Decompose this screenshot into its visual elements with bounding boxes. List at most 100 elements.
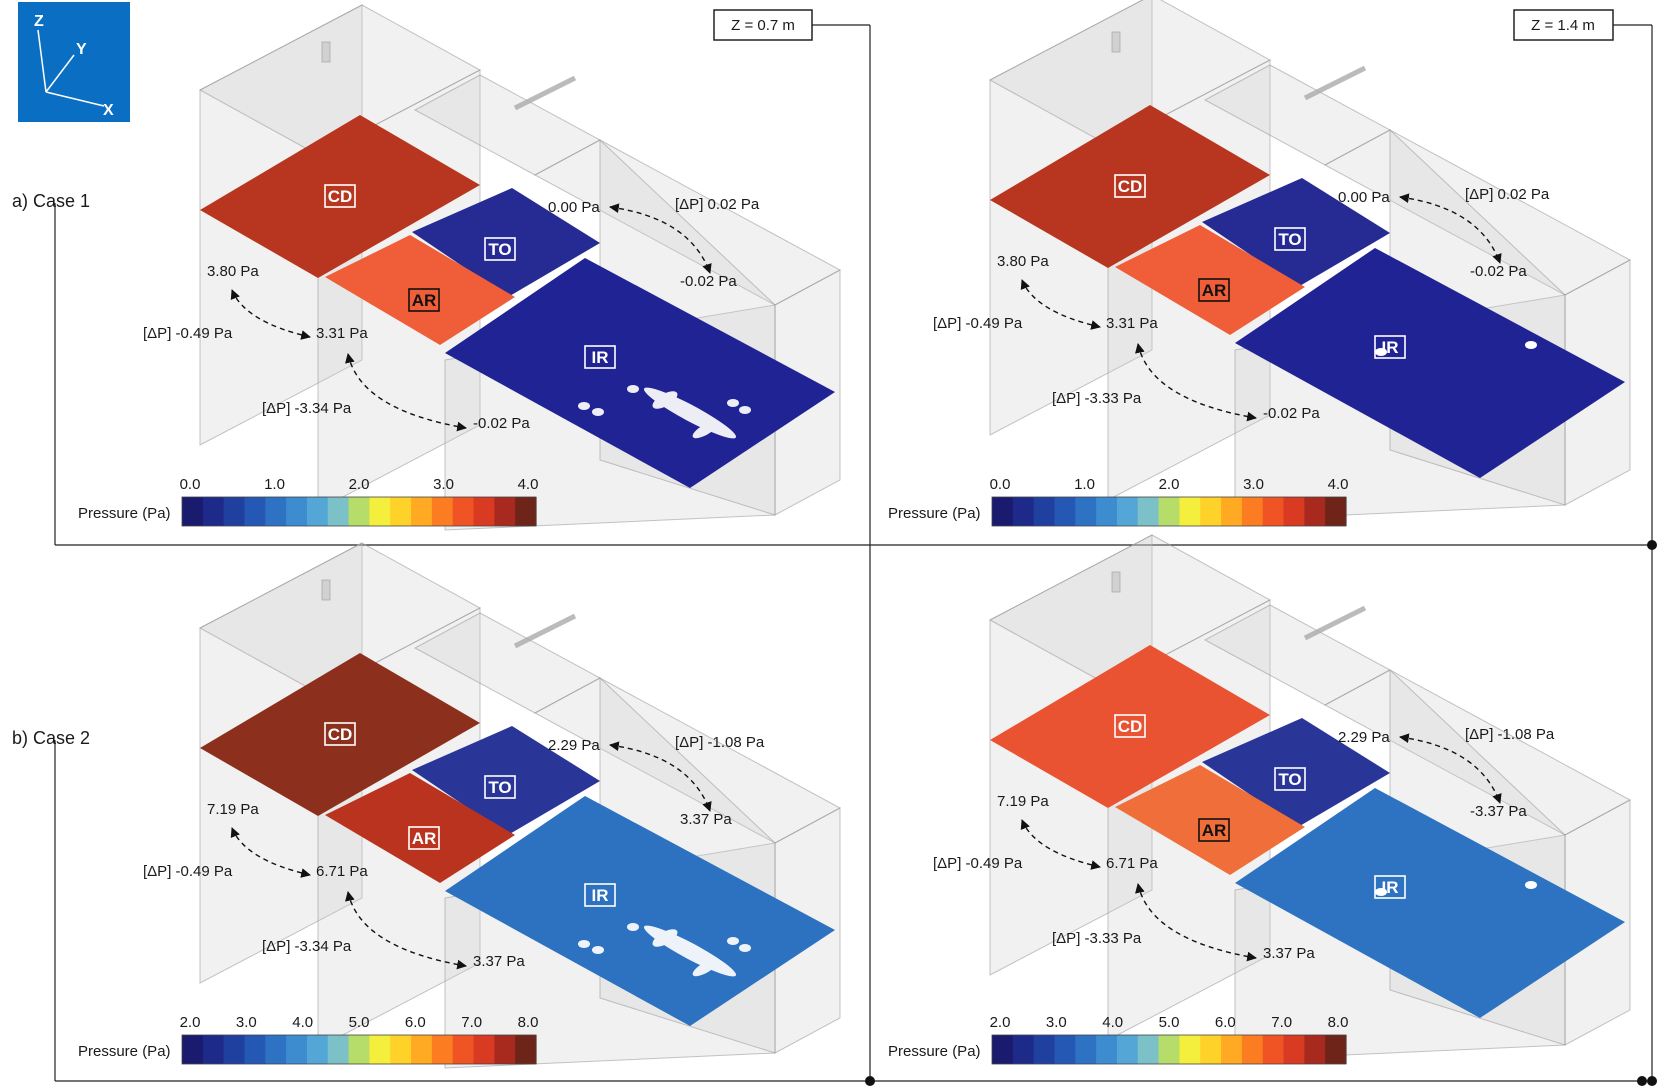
patient-silhouette [578, 923, 751, 977]
colorbar-swatch [244, 497, 266, 526]
pressure-label-ir-upper: -0.02 Pa [680, 273, 737, 290]
room-tag-ar: AR [408, 826, 440, 850]
room-tag-to: TO [1274, 767, 1306, 791]
colorbar-tick-label: 6.0 [1215, 1014, 1236, 1031]
room-tag-to: TO [484, 775, 516, 799]
colorbar: Pressure (Pa) 2.0 3.0 4.0 5.0 6.0 7.0 8.0 [78, 1014, 539, 1065]
colorbar-swatch [452, 497, 475, 526]
room-tag-ar: AR [1198, 818, 1230, 842]
pressure-label-ar: 3.31 Pa [316, 325, 368, 342]
delta-p-label: [ΔP] 0.02 Pa [675, 196, 760, 213]
colorbar-tick-label: 3.0 [236, 1014, 257, 1031]
colorbar-label: Pressure (Pa) [78, 505, 171, 522]
room-slice-ar [1115, 225, 1305, 335]
colorbar-tick-label: 4.0 [518, 476, 539, 493]
panel-case1-z0_7: CD TO AR IR 3.80 Pa 3.31 Pa 0.00 Pa -0.02 Pa -0.… [143, 4, 842, 531]
pressure-label-cd: 3.80 Pa [997, 253, 1049, 270]
pressure-label-cd: 3.80 Pa [207, 263, 259, 280]
z-tag: Z = 0.7 m [713, 9, 813, 41]
pressure-label-ir-lower: 3.37 Pa [1263, 945, 1315, 962]
colorbar-swatch [390, 497, 412, 526]
colorbar-swatch [1241, 497, 1264, 526]
panel-case2-z0_7: CD TO AR IR 7.19 Pa 6.71 Pa 2.29 Pa 3.37 Pa 3.37… [143, 542, 842, 1069]
colorbar-label: Pressure (Pa) [888, 1043, 981, 1060]
colorbar-swatch [1158, 1035, 1181, 1064]
pressure-label-ir-lower: -0.02 Pa [473, 415, 530, 432]
frame-dot [1647, 1076, 1657, 1086]
axis-icon: Z Y X [18, 2, 130, 122]
colorbar-swatch [1137, 1035, 1160, 1064]
colorbar-tick-label: 8.0 [1328, 1014, 1349, 1031]
colorbar-swatch [327, 1035, 350, 1064]
colorbar-swatch [515, 497, 537, 526]
colorbar-swatch [992, 1035, 1014, 1064]
panel-case1-z1_4: CD TO AR IR 3.80 Pa 3.31 Pa 0.00 Pa -0.02 Pa -0.… [933, 0, 1632, 521]
supply-duct [1303, 605, 1367, 641]
colorbar-swatch [286, 1035, 308, 1064]
colorbar-swatch [369, 497, 391, 526]
colorbar-swatch [1200, 1035, 1222, 1064]
room-tag-text: CD [328, 187, 353, 206]
colorbar-tick-label: 5.0 [349, 1014, 370, 1031]
room-tag-cd: CD [1114, 174, 1146, 198]
panel-case2-z1_4: CD TO AR IR 7.19 Pa 6.71 Pa 2.29 Pa -3.37 Pa 3.3… [933, 534, 1632, 1061]
colorbar-swatch [1241, 1035, 1264, 1064]
room-slice-ir [1235, 788, 1625, 1018]
frame-dot [1647, 540, 1657, 550]
colorbar-tick-label: 3.0 [1046, 1014, 1067, 1031]
colorbar-swatch [1116, 1035, 1139, 1064]
room-tag-to: TO [484, 237, 516, 261]
colorbar-tick-label: 4.0 [292, 1014, 313, 1031]
colorbar-swatch [473, 1035, 495, 1064]
colorbar-swatch [1054, 497, 1076, 526]
colorbar-swatch [1304, 1035, 1326, 1064]
room-slice-ir [445, 796, 835, 1026]
room-tag-text: CD [1118, 177, 1143, 196]
exhaust-duct [321, 41, 331, 63]
room-tag-text: AR [412, 291, 437, 310]
colorbar-tick-label: 4.0 [1328, 476, 1349, 493]
room-tag-text: IR [1382, 338, 1399, 357]
pressure-label-cd: 7.19 Pa [997, 793, 1049, 810]
pressure-label-ir-upper: 3.37 Pa [680, 811, 732, 828]
z-tag-text: Z = 0.7 m [731, 17, 795, 34]
room-slice-ir [1235, 248, 1625, 478]
room-tag-cd: CD [324, 722, 356, 746]
colorbar-tick-label: 2.0 [990, 1014, 1011, 1031]
colorbar-tick-label: 1.0 [1074, 476, 1095, 493]
colorbar-swatch [1325, 497, 1347, 526]
colorbar-swatch [431, 1035, 454, 1064]
room-tag-text: CD [328, 725, 353, 744]
room-tag-ir: IR [1374, 875, 1406, 899]
colorbar-swatch [411, 1035, 433, 1064]
pressure-label-cd: 7.19 Pa [207, 801, 259, 818]
colorbar-swatch [348, 497, 371, 526]
colorbar-swatch [473, 497, 495, 526]
colorbar: Pressure (Pa) 0.0 1.0 2.0 3.0 4.0 [888, 476, 1349, 527]
colorbar-swatch [1137, 497, 1160, 526]
room-tag-ar: AR [1198, 278, 1230, 302]
colorbar-border [181, 496, 537, 527]
room-slice-ir [445, 258, 835, 488]
colorbar-border [991, 496, 1347, 527]
colorbar-tick-label: 7.0 [1271, 1014, 1292, 1031]
colorbar-swatch [494, 1035, 516, 1064]
colorbar-swatch [1179, 497, 1201, 526]
colorbar-swatch [1262, 497, 1285, 526]
colorbar-swatch [265, 1035, 287, 1064]
room-slice-to [412, 726, 600, 835]
colorbar-swatch [265, 497, 287, 526]
pressure-link-arrow [345, 353, 467, 432]
colorbar-tick-label: 8.0 [518, 1014, 539, 1031]
delta-p-label: [ΔP] -0.49 Pa [143, 863, 233, 880]
supply-duct [1303, 65, 1367, 101]
colorbar-swatch [1325, 1035, 1347, 1064]
colorbar-swatch [1012, 1035, 1035, 1064]
colorbar-tick-label: 0.0 [990, 476, 1011, 493]
room-slice-ar [1115, 765, 1305, 875]
room-slice-to [1202, 178, 1390, 287]
colorbar-swatch [182, 497, 204, 526]
colorbar-tick-label: 2.0 [1159, 476, 1180, 493]
room-tag-ir: IR [1374, 335, 1406, 359]
